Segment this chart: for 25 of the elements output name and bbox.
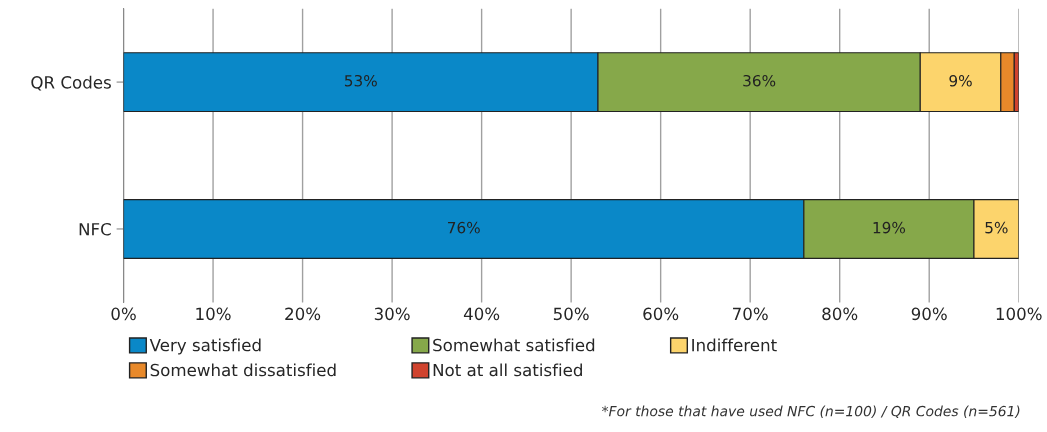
x-tick-label: 50% bbox=[553, 307, 589, 321]
x-tick-label: 10% bbox=[196, 307, 231, 321]
y-tick-label: QR Codes bbox=[31, 75, 111, 91]
x-tick-label: 30% bbox=[374, 307, 410, 321]
text: *For those that have used NFC (n=100) / QR Codes (n=561) bbox=[602, 405, 1020, 418]
x-tick-label: 100% bbox=[996, 307, 1042, 321]
x-tick-label: 20% bbox=[285, 307, 321, 321]
x-tick-label: 80% bbox=[822, 307, 858, 321]
legend-label: Somewhat dissatisfied bbox=[150, 363, 336, 377]
data-label: 9% bbox=[949, 74, 972, 87]
data-label: 53% bbox=[344, 74, 377, 87]
data-label: 19% bbox=[873, 221, 906, 234]
data-label: 36% bbox=[743, 74, 776, 87]
x-tick-label: 90% bbox=[911, 307, 947, 321]
data-label: 76% bbox=[447, 221, 480, 234]
data-label: 5% bbox=[985, 221, 1008, 234]
x-tick-label: 70% bbox=[733, 307, 768, 321]
y-tick-label: NFC bbox=[79, 222, 111, 236]
x-tick-label: 0% bbox=[111, 307, 136, 321]
x-tick-label: 40% bbox=[463, 307, 500, 321]
legend-label: Not at all satisfied bbox=[433, 363, 582, 377]
legend-label: Very satisfied bbox=[149, 338, 261, 355]
legend-label: Indifferent bbox=[692, 338, 777, 352]
legend-label: Somewhat satisfied bbox=[433, 338, 595, 352]
x-tick-label: 60% bbox=[643, 307, 679, 321]
